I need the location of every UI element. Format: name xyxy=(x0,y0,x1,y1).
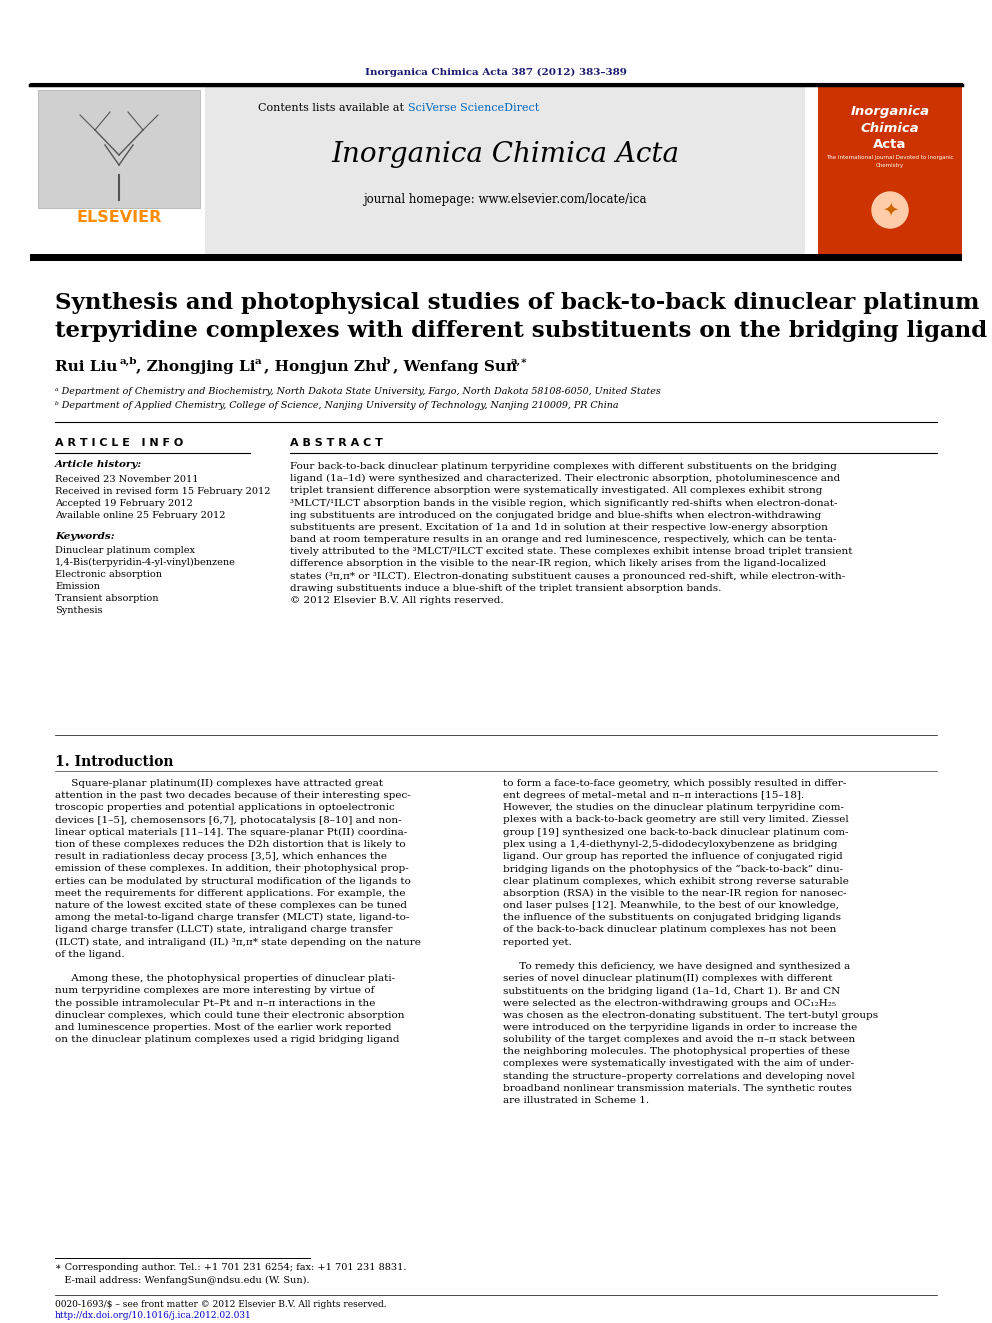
Bar xyxy=(205,86,805,254)
Text: Inorganica Chimica Acta 387 (2012) 383–389: Inorganica Chimica Acta 387 (2012) 383–3… xyxy=(365,67,627,77)
Text: Square-planar platinum(II) complexes have attracted great
attention in the past : Square-planar platinum(II) complexes hav… xyxy=(55,779,421,1044)
Bar xyxy=(205,86,805,254)
Text: 1,4-Bis(terpyridin-4-yl-vinyl)benzene: 1,4-Bis(terpyridin-4-yl-vinyl)benzene xyxy=(55,558,236,568)
Bar xyxy=(808,86,818,254)
Text: Article history:: Article history: xyxy=(55,460,142,468)
Circle shape xyxy=(872,192,908,228)
Text: Available online 25 February 2012: Available online 25 February 2012 xyxy=(55,511,225,520)
Text: a: a xyxy=(255,356,262,365)
Text: A B S T R A C T: A B S T R A C T xyxy=(290,438,383,448)
Text: E-mail address: WenfangSun@ndsu.edu (W. Sun).: E-mail address: WenfangSun@ndsu.edu (W. … xyxy=(55,1275,310,1285)
Text: Electronic absorption: Electronic absorption xyxy=(55,570,162,579)
Text: The International Journal Devoted to Inorganic: The International Journal Devoted to Ino… xyxy=(826,156,954,160)
Text: Synthesis: Synthesis xyxy=(55,606,102,615)
Text: Received 23 November 2011: Received 23 November 2011 xyxy=(55,475,198,484)
Text: Keywords:: Keywords: xyxy=(55,532,115,541)
Text: Accepted 19 February 2012: Accepted 19 February 2012 xyxy=(55,499,192,508)
Text: 0020-1693/$ – see front matter © 2012 Elsevier B.V. All rights reserved.: 0020-1693/$ – see front matter © 2012 El… xyxy=(55,1301,387,1308)
Text: Acta: Acta xyxy=(873,138,907,151)
Text: Contents lists available at: Contents lists available at xyxy=(259,103,408,112)
Text: ∗ Corresponding author. Tel.: +1 701 231 6254; fax: +1 701 231 8831.: ∗ Corresponding author. Tel.: +1 701 231… xyxy=(55,1263,407,1271)
Bar xyxy=(30,254,962,261)
Text: Transient absorption: Transient absorption xyxy=(55,594,159,603)
Text: Synthesis and photophysical studies of back-to-back dinuclear platinum
terpyridi: Synthesis and photophysical studies of b… xyxy=(55,292,987,341)
Text: Inorganica: Inorganica xyxy=(850,106,930,119)
Text: Chimica: Chimica xyxy=(861,122,920,135)
Text: , Zhongjing Li: , Zhongjing Li xyxy=(136,360,256,374)
Bar xyxy=(30,86,205,254)
Text: ✦: ✦ xyxy=(882,201,898,220)
Text: ᵃ Department of Chemistry and Biochemistry, North Dakota State University, Fargo: ᵃ Department of Chemistry and Biochemist… xyxy=(55,388,661,396)
Text: SciVerse ScienceDirect: SciVerse ScienceDirect xyxy=(408,103,540,112)
Text: b: b xyxy=(383,356,390,365)
Text: Four back-to-back dinuclear platinum terpyridine complexes with different substi: Four back-to-back dinuclear platinum ter… xyxy=(290,462,852,605)
Text: to form a face-to-face geometry, which possibly resulted in differ-
ent degrees : to form a face-to-face geometry, which p… xyxy=(503,779,878,1105)
Text: Received in revised form 15 February 2012: Received in revised form 15 February 201… xyxy=(55,487,271,496)
Text: A R T I C L E   I N F O: A R T I C L E I N F O xyxy=(55,438,184,448)
Text: ᵇ Department of Applied Chemistry, College of Science, Nanjing University of Tec: ᵇ Department of Applied Chemistry, Colle… xyxy=(55,401,618,410)
Text: Inorganica Chimica Acta: Inorganica Chimica Acta xyxy=(331,142,679,168)
Text: ELSEVIER: ELSEVIER xyxy=(76,210,162,225)
Text: 1. Introduction: 1. Introduction xyxy=(55,755,174,769)
Text: , Wenfang Sun: , Wenfang Sun xyxy=(393,360,517,374)
Text: journal homepage: www.elsevier.com/locate/ica: journal homepage: www.elsevier.com/locat… xyxy=(363,193,647,206)
Bar xyxy=(38,90,200,208)
Text: a,∗: a,∗ xyxy=(511,356,529,365)
Text: Emission: Emission xyxy=(55,582,100,591)
Bar xyxy=(808,86,962,254)
Text: Dinuclear platinum complex: Dinuclear platinum complex xyxy=(55,546,195,556)
Text: Chemistry: Chemistry xyxy=(876,163,904,168)
Text: Rui Liu: Rui Liu xyxy=(55,360,117,374)
Text: a,b: a,b xyxy=(120,356,138,365)
Text: , Hongjun Zhu: , Hongjun Zhu xyxy=(264,360,387,374)
Text: http://dx.doi.org/10.1016/j.ica.2012.02.031: http://dx.doi.org/10.1016/j.ica.2012.02.… xyxy=(55,1311,252,1320)
